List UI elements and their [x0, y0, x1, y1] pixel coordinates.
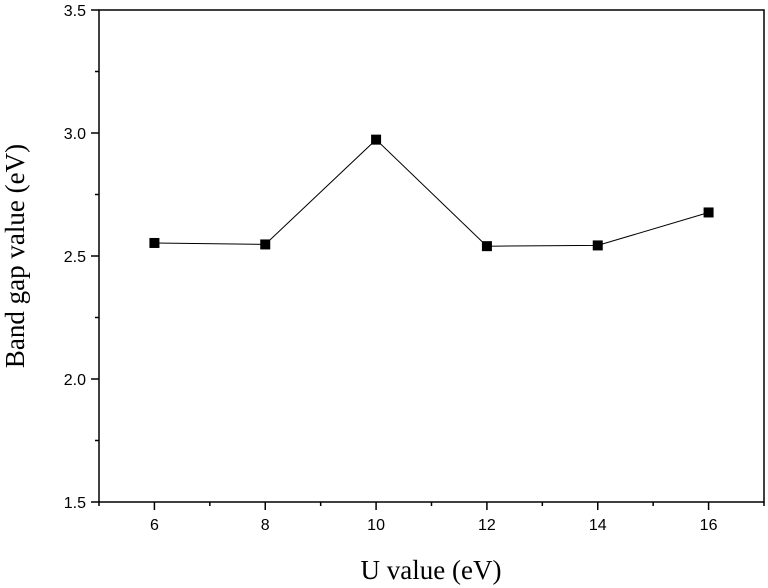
data-point: [592, 240, 603, 251]
data-point: [371, 134, 382, 145]
x-tick-label: 10: [367, 517, 385, 534]
x-tick-label: 12: [478, 517, 496, 534]
x-tick-label: 14: [589, 517, 607, 534]
y-axis-title: Band gap value (eV): [0, 144, 30, 368]
x-axis-title: U value (eV): [361, 555, 502, 585]
y-tick-label: 1.5: [64, 495, 86, 512]
data-point: [260, 239, 271, 250]
data-point: [481, 241, 492, 252]
data-point: [149, 237, 160, 248]
plot-frame: [98, 9, 765, 503]
y-tick-label: 3.0: [64, 126, 86, 143]
x-tick-label: 8: [261, 517, 270, 534]
data-series: [149, 134, 714, 252]
y-tick-label: 3.5: [64, 3, 86, 20]
y-tick-label: 2.0: [64, 372, 86, 389]
x-tick-label: 16: [700, 517, 718, 534]
series-line: [154, 138, 709, 247]
y-tick-label: 2.5: [64, 249, 86, 266]
data-point: [703, 207, 714, 218]
x-tick-label: 6: [150, 517, 159, 534]
axis-ticks: [91, 9, 765, 510]
tick-labels: 6 8 10 12 14 16 1.5 2.0 2.5 3.0 3.5: [64, 3, 718, 534]
